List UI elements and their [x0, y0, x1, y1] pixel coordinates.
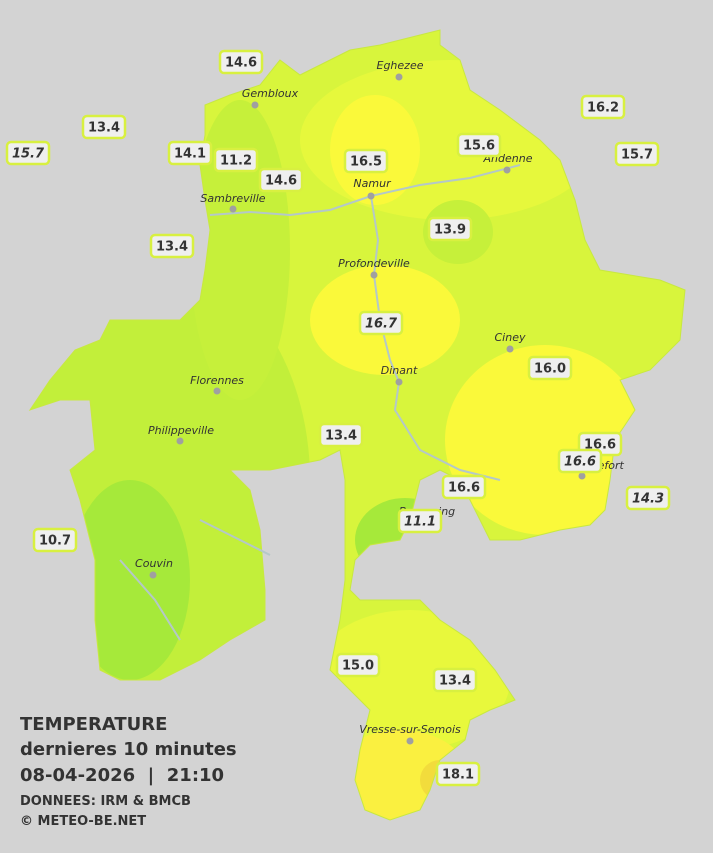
station-box — [432, 667, 478, 693]
station-temperature: 14.3 — [632, 492, 664, 507]
station-temperature: 14.6 — [265, 174, 297, 189]
station-box — [358, 310, 404, 336]
city-label: Eghezee — [377, 59, 424, 72]
station-temperature: 16.6 — [448, 481, 480, 496]
station-box — [258, 167, 304, 193]
station-temperature: 11.1 — [404, 515, 436, 530]
city-dot — [503, 166, 511, 174]
station-box — [218, 49, 264, 75]
city-dot — [395, 73, 403, 81]
station-temperature: 18.1 — [442, 768, 474, 783]
city-label: Couvin — [135, 557, 173, 570]
station-box — [81, 114, 127, 140]
city-label: Philippeville — [148, 424, 214, 437]
station-temperature: 15.7 — [12, 147, 45, 162]
station-box — [397, 508, 443, 534]
station-temperature: 16.0 — [534, 362, 566, 377]
city-dot — [506, 345, 514, 353]
station-box — [456, 132, 502, 158]
station-box — [427, 216, 473, 242]
station-box — [614, 141, 660, 167]
station-temperature: 14.1 — [174, 147, 206, 162]
station-box — [167, 140, 213, 166]
station-temperature: 15.0 — [342, 659, 374, 674]
header-copyright: © METEO-BE.NET — [20, 814, 146, 829]
city-label: Florennes — [190, 374, 244, 387]
station-temperature: 13.4 — [156, 240, 188, 255]
station-box — [625, 485, 671, 511]
city-dot — [176, 437, 184, 445]
station-temperature: 13.9 — [434, 223, 466, 238]
station-box — [32, 527, 78, 553]
city-dot — [406, 737, 414, 745]
rivers — [119, 164, 521, 641]
station-temperature: 15.7 — [621, 148, 653, 163]
station-box — [5, 140, 51, 166]
station-box — [435, 761, 481, 787]
city-label: Vresse-sur-Semois — [359, 723, 461, 736]
station-box — [335, 652, 381, 678]
station-box — [580, 94, 626, 120]
station-box — [213, 147, 259, 173]
city-dot — [213, 387, 221, 395]
station-temperature: 14.6 — [225, 56, 257, 71]
header-sources: DONNEES: IRM & BMCB — [20, 794, 191, 809]
station-temperature: 15.6 — [463, 139, 495, 154]
city-dot — [229, 205, 237, 213]
city-label: Gembloux — [242, 87, 299, 100]
city-dot — [395, 378, 403, 386]
city-dot — [370, 271, 378, 279]
city-dot — [578, 472, 586, 480]
city-dot — [149, 571, 157, 579]
station-box — [149, 233, 195, 259]
station-temperature: 16.6 — [564, 455, 596, 470]
city-dot — [251, 101, 259, 109]
station-temperature: 11.2 — [220, 154, 252, 169]
station-box — [557, 448, 603, 474]
header-title: TEMPERATURE — [20, 714, 167, 735]
station-temperature: 16.5 — [350, 155, 382, 170]
city-dot — [367, 192, 375, 200]
city-label: Dinant — [381, 364, 418, 377]
station-box — [318, 422, 364, 448]
station-temperature: 13.4 — [325, 429, 357, 444]
station-box — [527, 355, 573, 381]
station-temperature: 10.7 — [39, 534, 71, 549]
city-label: Namur — [353, 177, 392, 190]
station-temperature: 13.4 — [88, 121, 120, 136]
station-box — [441, 474, 487, 500]
city-label: Profondeville — [338, 257, 410, 270]
header-subtitle: dernieres 10 minutes — [20, 739, 237, 760]
city-label: Sambreville — [200, 192, 265, 205]
station-temperature: 13.4 — [439, 674, 471, 689]
header-datetime: 08-04-2026 | 21:10 — [20, 765, 224, 786]
station-temperature: 16.7 — [365, 317, 398, 332]
station-temperature: 16.2 — [587, 101, 619, 116]
city-label: Ciney — [495, 331, 526, 344]
station-box — [343, 148, 389, 174]
